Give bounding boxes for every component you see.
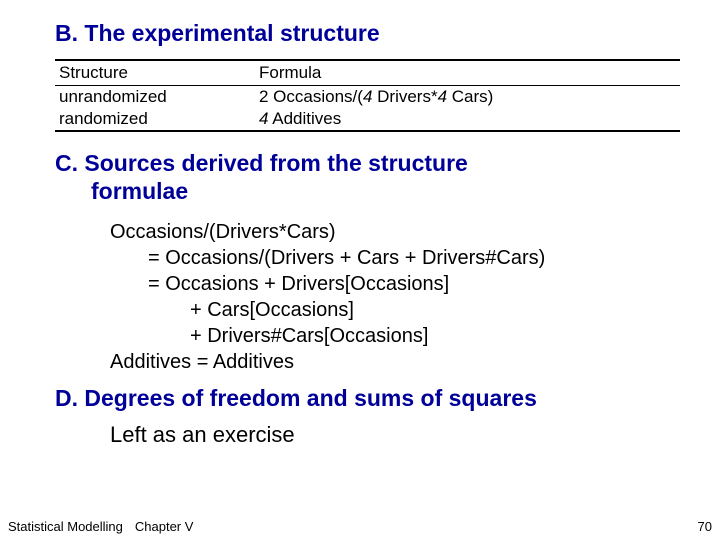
exercise-text: Left as an exercise: [110, 422, 690, 448]
formulae-block: Occasions/(Drivers*Cars) = Occasions/(Dr…: [110, 219, 690, 375]
section-d-label: D.: [55, 385, 78, 411]
formula-line: Additives = Additives: [110, 349, 690, 375]
section-c-label: C.: [55, 150, 78, 176]
table-header-structure: Structure: [55, 60, 255, 86]
formula-line: = Occasions/(Drivers + Cars + Drivers#Ca…: [110, 245, 690, 271]
section-c-title-line2: formulae: [55, 178, 188, 206]
section-d-heading: D. Degrees of freedom and sums of square…: [55, 385, 690, 412]
section-c-heading: C. Sources derived from the structure fo…: [55, 150, 690, 205]
section-b-title: The experimental structure: [84, 20, 379, 46]
table-cell-formula: 2 Occasions/(4 Drivers*4 Cars): [255, 86, 680, 109]
footer-chapter: Chapter V: [135, 519, 194, 534]
footer-left: Statistical Modelling Chapter V: [8, 519, 193, 534]
structure-table-container: Structure Formula unrandomized 2 Occasio…: [55, 59, 680, 132]
structure-table: Structure Formula unrandomized 2 Occasio…: [55, 59, 680, 132]
section-b-label: B.: [55, 20, 78, 46]
footer: Statistical Modelling Chapter V 70: [8, 519, 712, 534]
table-header-formula: Formula: [255, 60, 680, 86]
table-row: randomized 4 Additives: [55, 108, 680, 131]
table-header-row: Structure Formula: [55, 60, 680, 86]
table-row: unrandomized 2 Occasions/(4 Drivers*4 Ca…: [55, 86, 680, 109]
section-d-title: Degrees of freedom and sums of squares: [84, 385, 536, 411]
section-b-heading: B. The experimental structure: [55, 20, 690, 47]
footer-page: 70: [698, 519, 712, 534]
formula-line: Occasions/(Drivers*Cars): [110, 219, 690, 245]
formula-line: + Drivers#Cars[Occasions]: [110, 323, 690, 349]
section-c-title-line1: Sources derived from the structure: [84, 150, 467, 176]
footer-course: Statistical Modelling: [8, 519, 123, 534]
formula-line: = Occasions + Drivers[Occasions]: [110, 271, 690, 297]
formula-line: + Cars[Occasions]: [110, 297, 690, 323]
table-cell-structure: unrandomized: [55, 86, 255, 109]
table-cell-formula: 4 Additives: [255, 108, 680, 131]
table-cell-structure: randomized: [55, 108, 255, 131]
